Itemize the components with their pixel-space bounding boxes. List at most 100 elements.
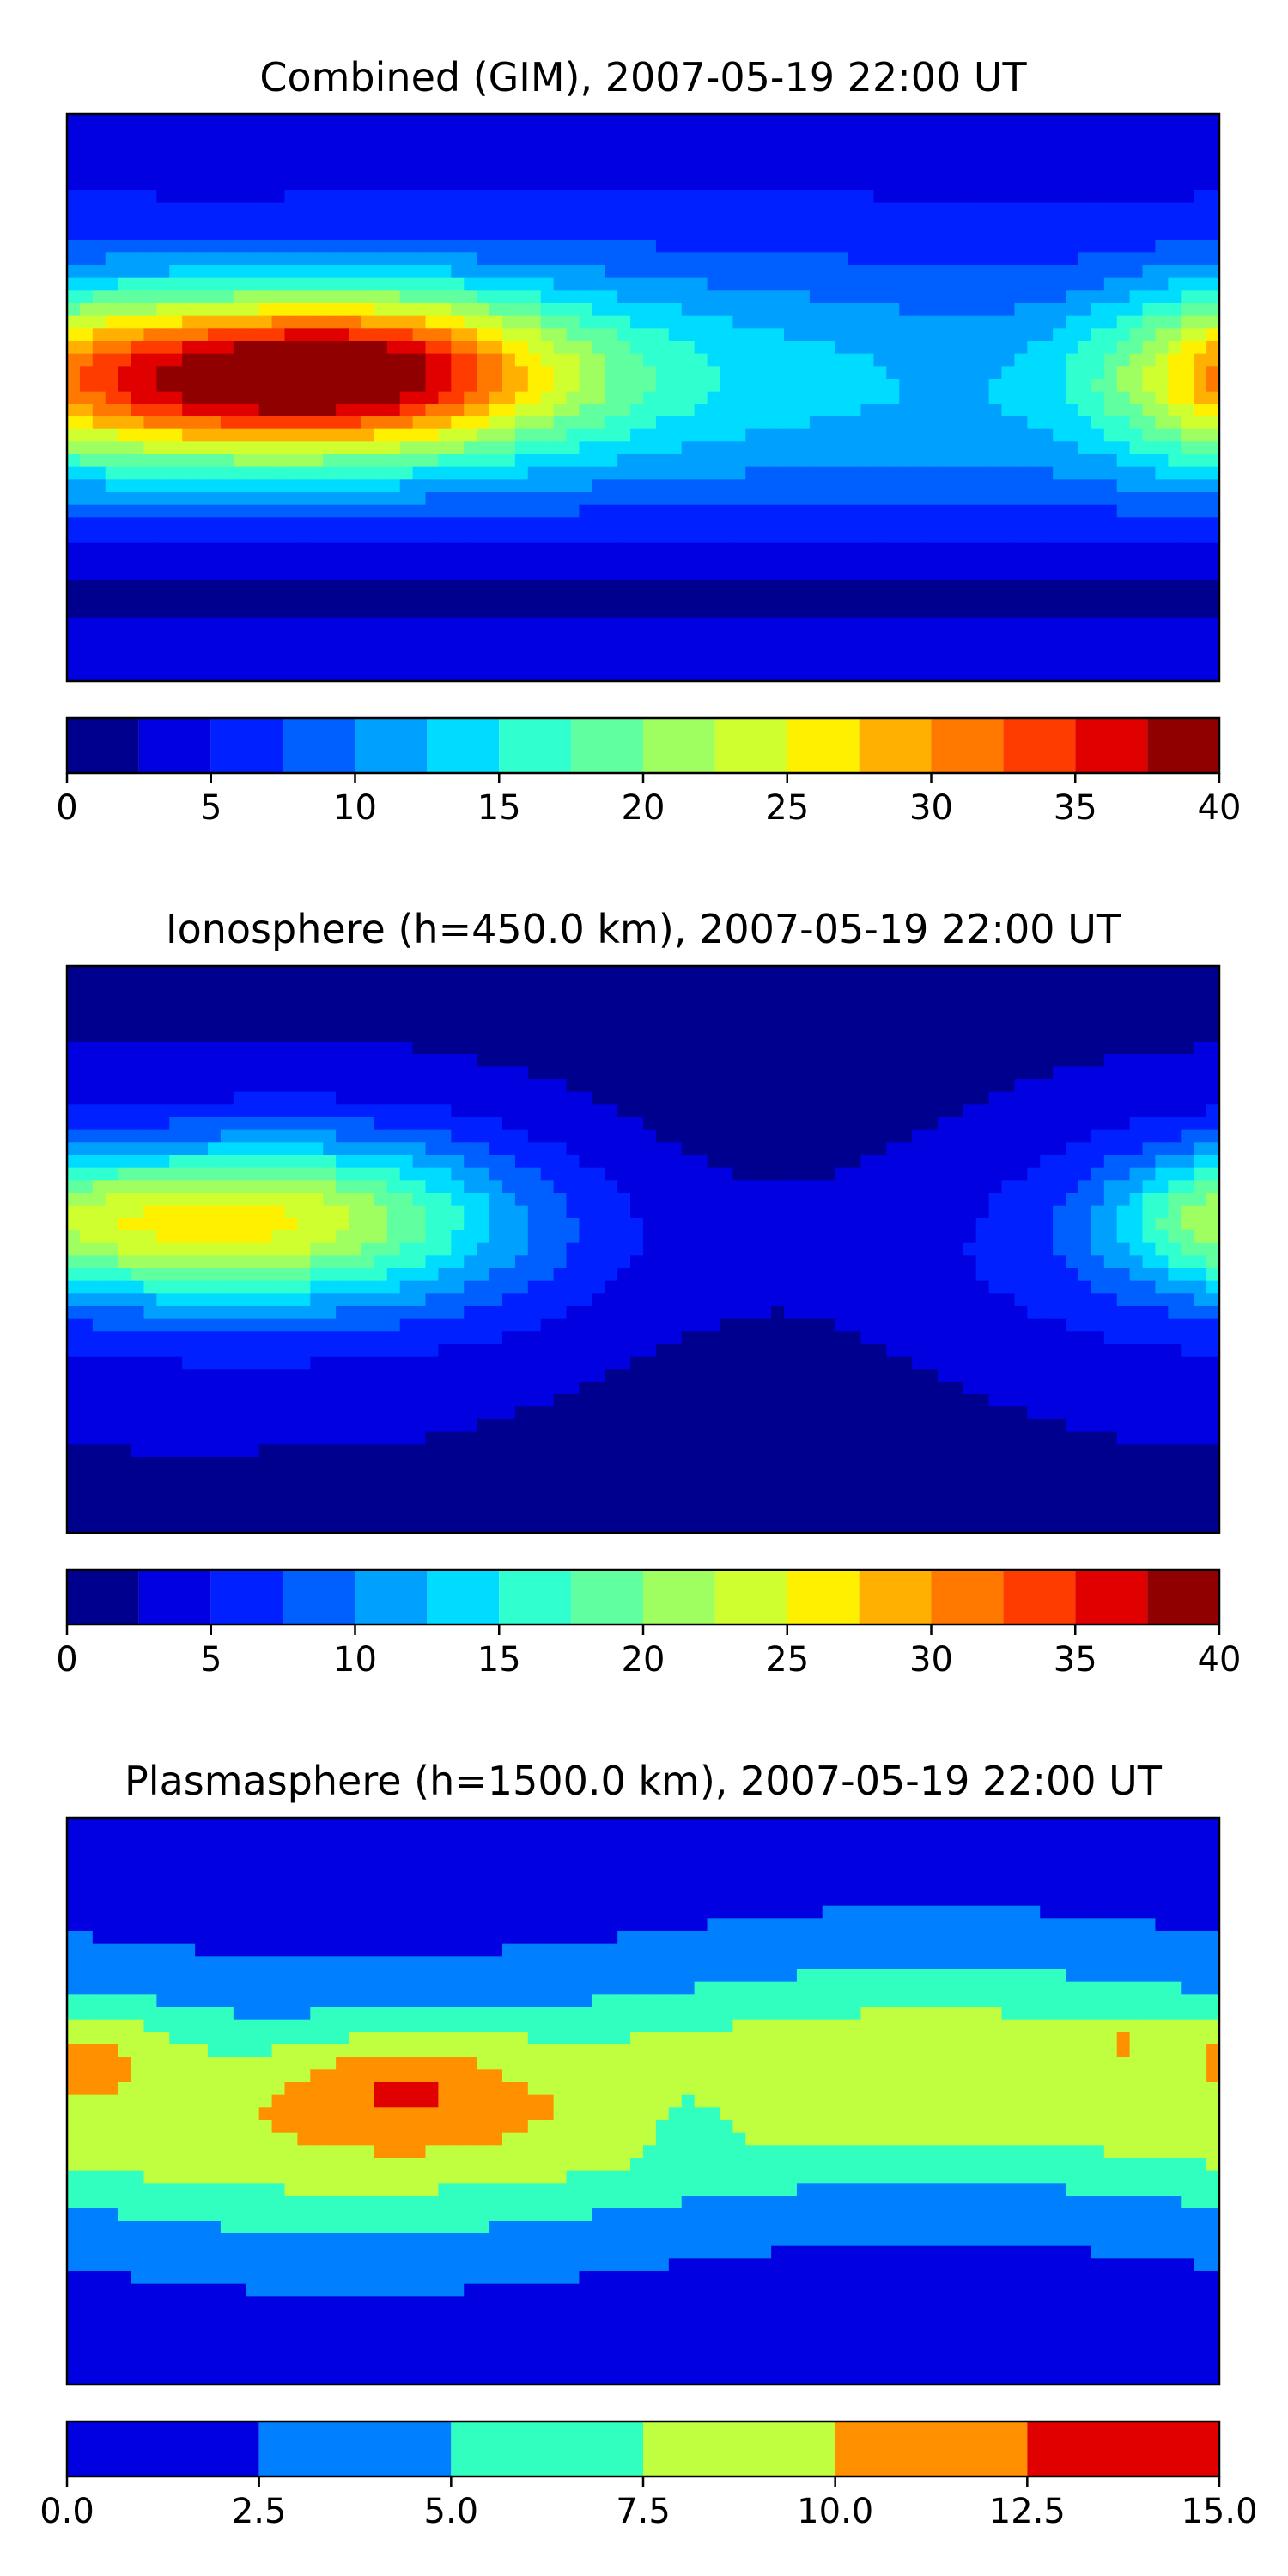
heatmap-cell	[1155, 114, 1169, 128]
heatmap-cell	[912, 643, 926, 657]
heatmap-cell	[707, 152, 721, 166]
heatmap-cell	[630, 1042, 644, 1055]
heatmap-cell	[592, 139, 605, 153]
heatmap-cell	[873, 592, 887, 606]
heatmap-cell	[514, 328, 529, 342]
heatmap-cell	[912, 454, 926, 468]
heatmap-cell	[579, 1066, 592, 1080]
heatmap-cell	[963, 1079, 977, 1093]
heatmap-cell	[271, 655, 286, 669]
heatmap-cell	[399, 353, 414, 367]
heatmap-cell	[681, 252, 696, 266]
heatmap-cell	[566, 655, 580, 669]
heatmap-cell	[1194, 341, 1207, 355]
heatmap-cell	[886, 341, 900, 355]
heatmap-cell	[925, 466, 939, 480]
heatmap-cell	[1194, 265, 1207, 279]
heatmap-cell	[118, 966, 132, 980]
heatmap-cell	[105, 126, 119, 140]
heatmap-cell	[1053, 428, 1066, 442]
heatmap-cell	[374, 530, 388, 544]
heatmap-cell	[361, 991, 375, 1005]
heatmap-cell	[349, 277, 362, 291]
heatmap-cell	[451, 1079, 465, 1093]
heatmap-cell	[464, 592, 477, 606]
heatmap-cell	[975, 353, 990, 367]
heatmap-cell	[412, 190, 427, 204]
heatmap-cell	[925, 366, 939, 380]
heatmap-cell	[336, 1054, 349, 1067]
heatmap-cell	[374, 454, 388, 468]
heatmap-cell	[655, 1016, 670, 1030]
heatmap-cell	[1040, 240, 1054, 253]
heatmap-cell	[310, 1079, 324, 1093]
heatmap-cell	[1014, 1079, 1028, 1093]
heatmap-cell	[399, 630, 414, 644]
heatmap-cell	[67, 177, 81, 191]
heatmap-cell	[310, 466, 324, 480]
heatmap-cell	[1206, 428, 1219, 442]
heatmap-cell	[1142, 228, 1157, 241]
heatmap-cell	[169, 978, 183, 992]
heatmap-cell	[310, 152, 324, 166]
heatmap-cell	[489, 215, 503, 228]
map-ionosphere	[67, 966, 1219, 1533]
heatmap-cell	[195, 592, 209, 606]
heatmap-cell	[1116, 303, 1131, 317]
heatmap-cell	[617, 617, 631, 631]
heatmap-cell	[937, 1029, 951, 1042]
heatmap-cell	[1142, 353, 1157, 367]
heatmap-cell	[822, 454, 836, 468]
heatmap-cell	[1066, 265, 1079, 279]
heatmap-cell	[489, 643, 503, 657]
heatmap-cell	[784, 668, 798, 681]
heatmap-cell	[1181, 126, 1194, 140]
heatmap-cell	[284, 1029, 298, 1042]
heatmap-cell	[809, 353, 823, 367]
heatmap-cell	[464, 454, 477, 468]
heatmap-cell	[925, 416, 939, 430]
heatmap-cell	[310, 504, 324, 518]
heatmap-cell	[937, 655, 951, 669]
heatmap-cell	[950, 592, 964, 606]
heatmap-cell	[258, 328, 273, 342]
heatmap-cell	[361, 1016, 375, 1030]
heatmap-cell	[540, 1079, 555, 1093]
heatmap-cell	[310, 454, 324, 468]
heatmap-cell	[477, 277, 490, 291]
heatmap-cell	[67, 252, 81, 266]
heatmap-cell	[451, 315, 465, 329]
heatmap-cell	[668, 492, 683, 506]
heatmap-cell	[694, 1066, 708, 1080]
heatmap-cell	[386, 555, 401, 568]
heatmap-cell	[886, 1079, 900, 1093]
heatmap-cell	[1129, 1079, 1144, 1093]
heatmap-cell	[988, 164, 1003, 178]
heatmap-cell	[501, 466, 516, 480]
heatmap-cell	[566, 416, 580, 430]
heatmap-cell	[361, 265, 375, 279]
heatmap-cell	[1116, 530, 1131, 544]
heatmap-cell	[694, 1042, 708, 1055]
heatmap-cell	[1155, 164, 1169, 178]
heatmap-cell	[566, 1004, 580, 1018]
heatmap-cell	[451, 428, 465, 442]
heatmap-cell	[195, 1042, 209, 1055]
heatmap-cell	[323, 202, 337, 216]
heatmap-cell	[758, 517, 772, 531]
heatmap-cell	[323, 391, 337, 404]
heatmap-cell	[143, 353, 157, 367]
heatmap-cell	[310, 978, 324, 992]
heatmap-cell	[605, 177, 618, 191]
heatmap-cell	[1142, 379, 1157, 392]
heatmap-cell	[655, 580, 670, 593]
heatmap-cell	[835, 215, 849, 228]
heatmap-cell	[1103, 228, 1118, 241]
heatmap-cell	[349, 605, 362, 619]
heatmap-cell	[105, 240, 119, 253]
heatmap-cell	[592, 328, 605, 342]
heatmap-cell	[1091, 428, 1105, 442]
heatmap-cell	[668, 466, 683, 480]
heatmap-cell	[169, 252, 183, 266]
heatmap-cell	[848, 592, 862, 606]
